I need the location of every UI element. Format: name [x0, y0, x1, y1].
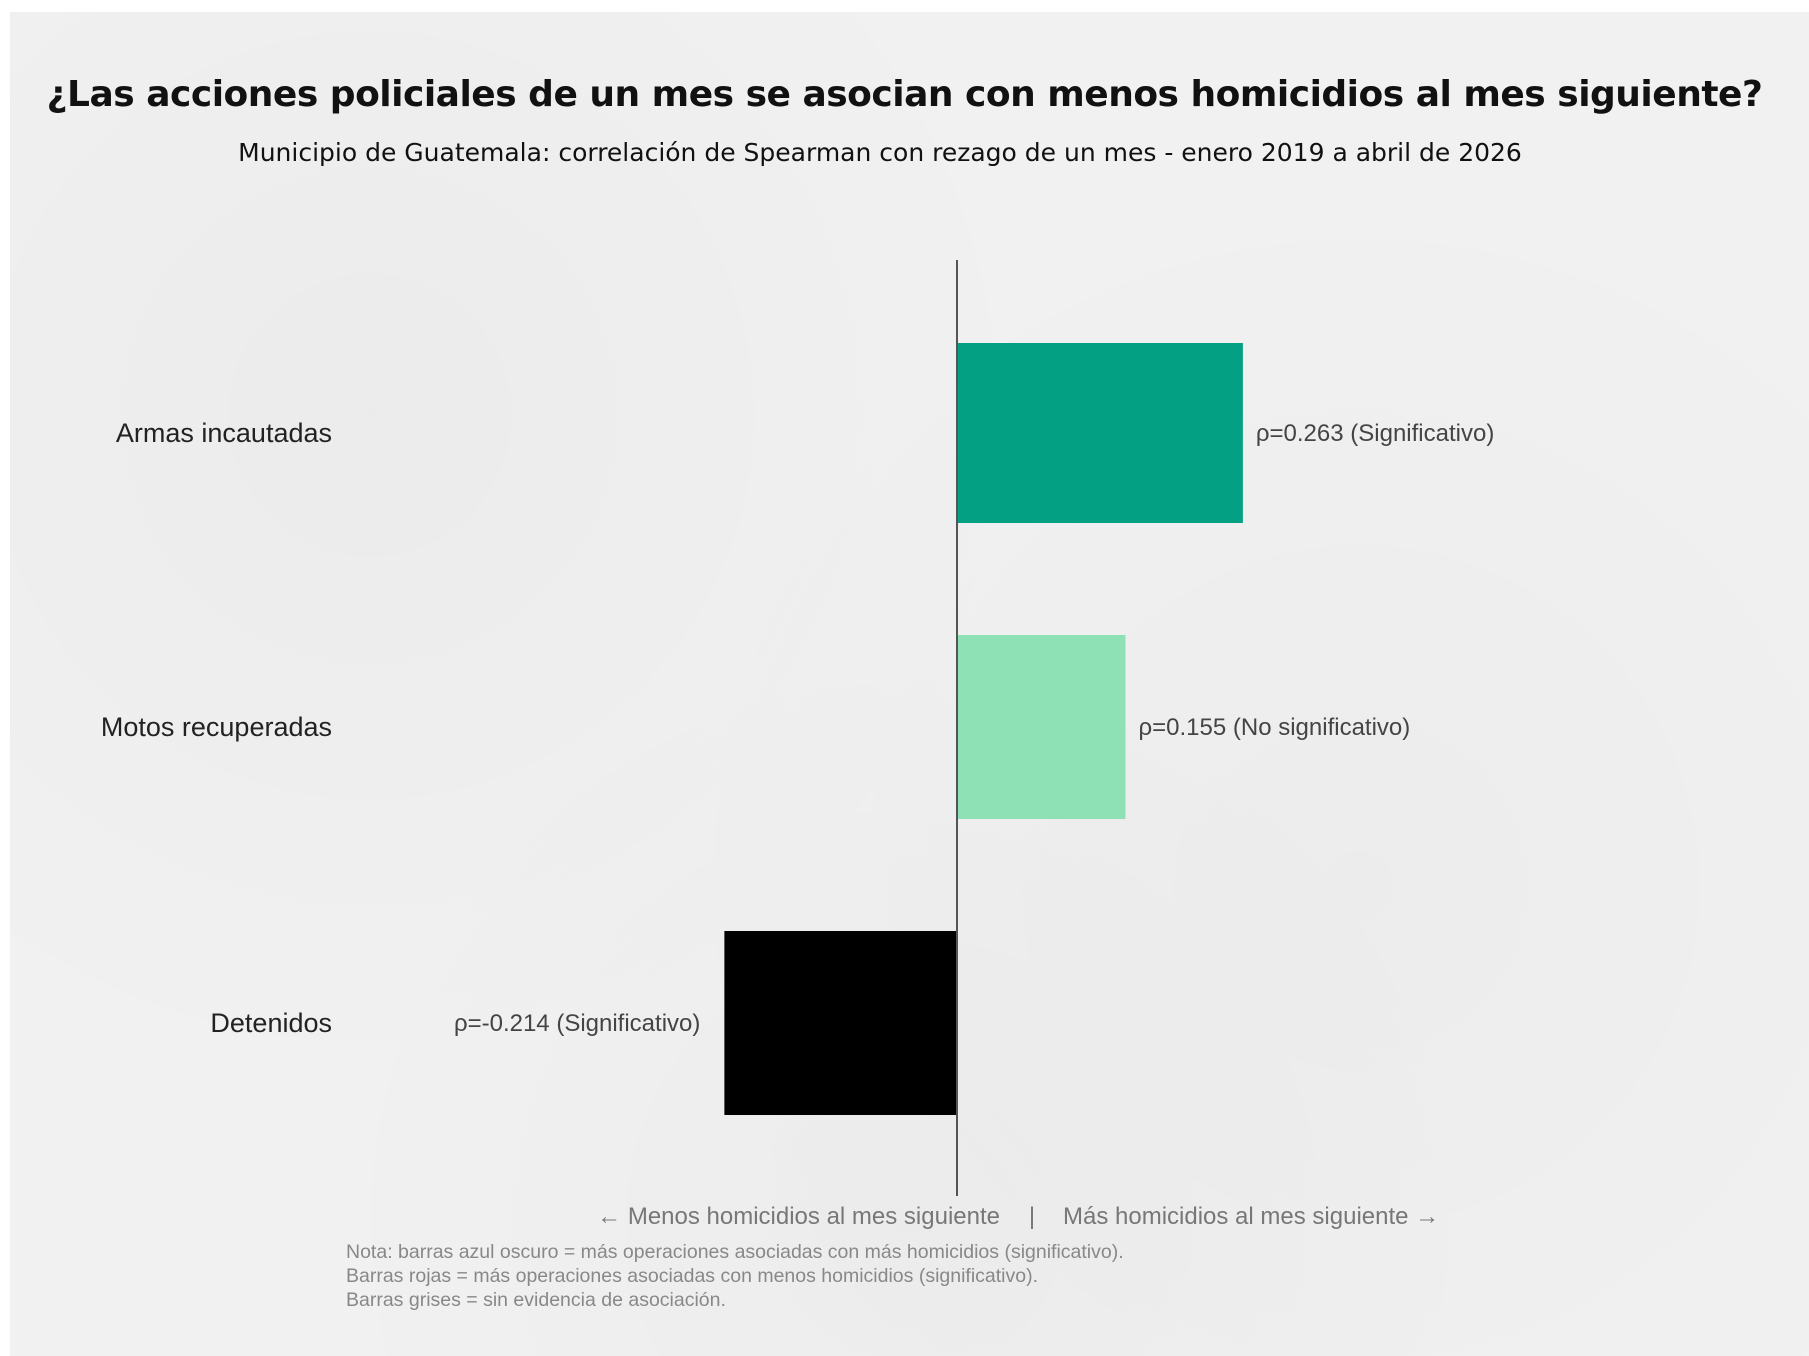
chart-subtitle: Municipio de Guatemala: correlación de S… [238, 138, 1522, 167]
data-label: ρ=0.155 (No significativo) [1138, 714, 1410, 741]
bar-3 [724, 931, 957, 1115]
chart-title: ¿Las acciones policiales de un mes se as… [46, 74, 1763, 115]
category-label: Detenidos [210, 1008, 332, 1038]
data-label: ρ=0.263 (Significativo) [1256, 420, 1494, 447]
data-label: ρ=-0.214 (Significativo) [454, 1010, 700, 1037]
note-line: Barras grises = sin evidencia de asociac… [346, 1289, 726, 1311]
labels-layer: Armas incautadas ρ=0.263 (Significativo) M… [101, 418, 1494, 1038]
axis-caption-separator: | [1029, 1203, 1035, 1230]
note-line: Barras rojas = más operaciones asociadas… [346, 1265, 1039, 1287]
bar-1 [957, 343, 1243, 523]
category-label: Motos recuperadas [101, 712, 332, 742]
axis-caption-left: ← Menos homicidios al mes siguiente [597, 1203, 1000, 1230]
bars-layer [724, 343, 1243, 1115]
note-line: Nota: barras azul oscuro = más operacion… [346, 1241, 1124, 1263]
category-label: Armas incautadas [116, 418, 332, 448]
axis-caption-right: Más homicidios al mes siguiente → [1063, 1203, 1439, 1230]
bar-2 [957, 635, 1126, 819]
chart-notes: Nota: barras azul oscuro = más operacion… [346, 1240, 1124, 1312]
